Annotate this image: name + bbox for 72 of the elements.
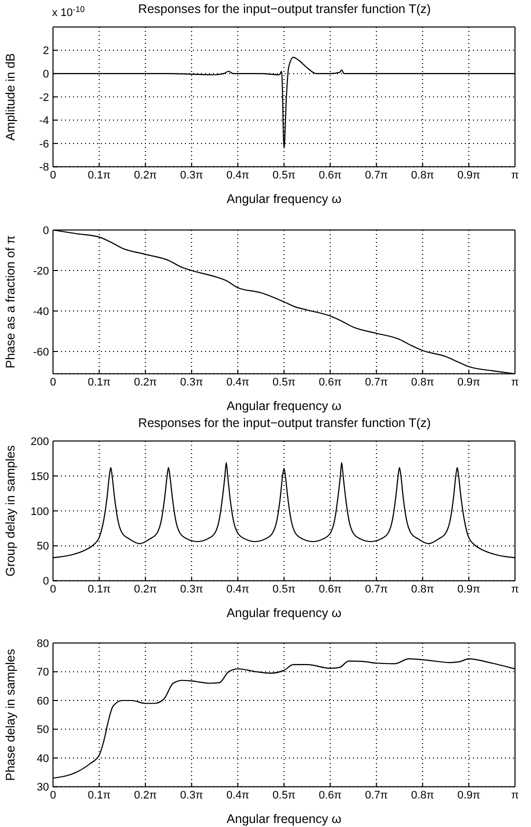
x-tick-label: 0.6π <box>318 790 342 802</box>
x-tick-label: 0.2π <box>134 583 158 596</box>
x-tick-label: 0.4π <box>226 790 250 802</box>
x-tick-label: 0.9π <box>457 583 481 596</box>
x-tick-label: π <box>511 376 520 388</box>
y-tick-label: 2 <box>42 45 49 58</box>
y-tick-label: -2 <box>39 92 49 104</box>
x-tick-label: 0.5π <box>272 376 296 388</box>
x-tick-label: 0.9π <box>457 170 481 182</box>
y-axis-title: Group delay in samples <box>3 444 18 576</box>
x-tick-label: 0.4π <box>226 376 250 388</box>
x-tick-label: 0.3π <box>180 170 204 182</box>
y-tick-label: -8 <box>39 162 49 174</box>
chart-title: Responses for the input−output transfer function T(z) <box>137 416 432 430</box>
y-tick-label: 100 <box>30 505 49 518</box>
y-tick-label: -20 <box>33 265 49 278</box>
x-tick-label: 0.9π <box>457 376 481 388</box>
y-tick-label: 0 <box>42 224 49 237</box>
y-tick-label: 50 <box>36 540 49 552</box>
x-tick-label: 0.1π <box>88 376 112 388</box>
y-tick-label: -6 <box>39 138 49 150</box>
x-tick-label: 0.6π <box>318 376 342 388</box>
y-tick-label: 0 <box>42 575 49 588</box>
x-tick-label: 0.7π <box>364 583 388 596</box>
x-axis-title: Angular frequency ω <box>226 605 342 620</box>
x-tick-label: 0.1π <box>88 790 112 802</box>
x-tick-label: 0.4π <box>226 170 250 182</box>
x-tick-label: 0.8π <box>411 170 434 182</box>
x-tick-label: 0.5π <box>272 790 296 802</box>
y-tick-label: -4 <box>39 115 49 128</box>
y-tick-label: -60 <box>33 346 49 358</box>
chart-title: Responses for the input−output transfer function T(z) <box>138 2 431 16</box>
x-tick-label: 0.3π <box>180 583 204 596</box>
y-tick-label: 0 <box>42 68 49 80</box>
y-tick-label: 80 <box>36 638 49 650</box>
x-tick-label: 0.6π <box>318 170 342 182</box>
y-axis-title: Phase as a fraction of π <box>3 234 18 368</box>
x-tick-label: 0.1π <box>88 583 112 596</box>
x-tick-label: 0.8π <box>411 583 434 596</box>
x-tick-label: 0.7π <box>364 170 388 182</box>
x-tick-label: 0.7π <box>364 376 388 388</box>
x-tick-label: 0.5π <box>272 583 296 596</box>
y-tick-label: 50 <box>36 724 49 736</box>
y-axis-title: Amplitude in dB <box>3 53 18 141</box>
y-axis-title: Phase delay in samples <box>3 649 18 782</box>
x-tick-label: 0.2π <box>134 376 158 388</box>
y-tick-label: 70 <box>36 666 49 679</box>
x-tick-label: 0.2π <box>134 170 158 182</box>
y-tick-label: 200 <box>30 435 49 448</box>
y-tick-label: -40 <box>33 306 49 318</box>
y-tick-label: 150 <box>30 470 49 482</box>
y-tick-label: 60 <box>36 696 49 708</box>
x-tick-label: 0.7π <box>364 790 388 802</box>
x-tick-label: 0.3π <box>180 376 204 388</box>
x-tick-label: 0.8π <box>411 790 434 802</box>
x-tick-label: 0.5π <box>272 170 296 182</box>
x-tick-label: 0.1π <box>88 170 112 182</box>
x-tick-label: 0.6π <box>318 583 342 596</box>
y-tick-label: 40 <box>36 753 49 766</box>
x-axis-title: Angular frequency ω <box>226 812 342 826</box>
y-tick-label: 30 <box>36 782 49 794</box>
x-tick-label: 0.9π <box>457 790 481 802</box>
x-tick-label: 0.4π <box>226 583 250 596</box>
x-tick-label: π <box>511 790 520 802</box>
text: x 10$^{-10}$ <box>52 4 86 19</box>
x-tick-label: π <box>511 583 520 596</box>
x-tick-label: 0.8π <box>411 376 434 388</box>
x-tick-label: 0.2π <box>134 790 158 802</box>
x-axis-title: Angular frequency ω <box>226 398 342 412</box>
x-axis-title: Angular frequency ω <box>226 192 342 206</box>
x-tick-label: 0.3π <box>180 790 204 802</box>
x-tick-label: π <box>511 170 520 182</box>
